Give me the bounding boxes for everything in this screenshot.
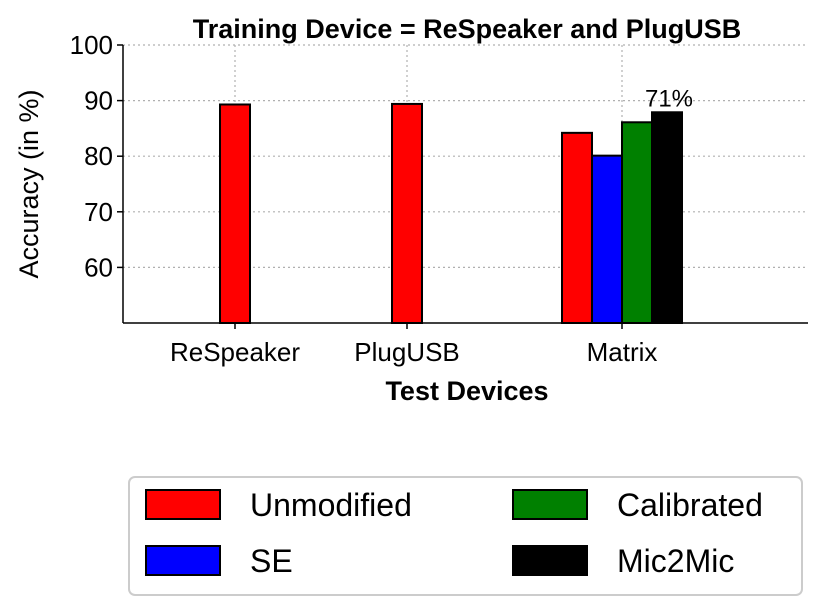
- legend-label-mic2mic: Mic2Mic: [617, 543, 734, 579]
- bar-unmodified-matrix: [561, 131, 593, 324]
- legend-label-se: SE: [250, 543, 293, 579]
- legend-swatch-unmodified: [145, 489, 221, 520]
- y-tick-label: 100: [70, 30, 113, 60]
- bar-se-matrix: [591, 154, 623, 324]
- x-ticks: ReSpeaker PlugUSB Matrix: [170, 323, 657, 367]
- annotations: 71%: [645, 85, 693, 112]
- y-ticks: 60 70 80 90 100: [70, 30, 123, 282]
- legend-swatch-mic2mic: [512, 545, 588, 576]
- legend-swatch-calibrated: [512, 489, 588, 520]
- legend-swatch-se: [145, 545, 221, 576]
- bar-unmodified-respeaker: [219, 103, 251, 324]
- bar-mic2mic-matrix: [651, 111, 683, 324]
- legend-label-calibrated: Calibrated: [617, 487, 763, 523]
- y-axis-label: Accuracy (in %): [14, 89, 44, 278]
- y-tick-label: 60: [84, 252, 113, 282]
- y-tick-label: 80: [84, 141, 113, 171]
- y-tick-label: 70: [84, 197, 113, 227]
- bar-calibrated-matrix: [621, 121, 653, 324]
- bars: [219, 102, 683, 324]
- legend-label-unmodified: Unmodified: [250, 487, 412, 523]
- legend: Unmodified SE Calibrated Mic2Mic: [128, 476, 803, 596]
- bar-unmodified-plugusb: [391, 102, 423, 324]
- x-tick-label: ReSpeaker: [170, 337, 300, 367]
- y-tick-label: 90: [84, 86, 113, 116]
- x-axis-label: Test Devices: [385, 376, 548, 406]
- x-tick-label: PlugUSB: [354, 337, 460, 367]
- legend-frame: [128, 476, 803, 596]
- x-tick-label: Matrix: [587, 337, 658, 367]
- bar-annotation: 71%: [645, 85, 693, 112]
- chart-title: Training Device = ReSpeaker and PlugUSB: [193, 14, 741, 44]
